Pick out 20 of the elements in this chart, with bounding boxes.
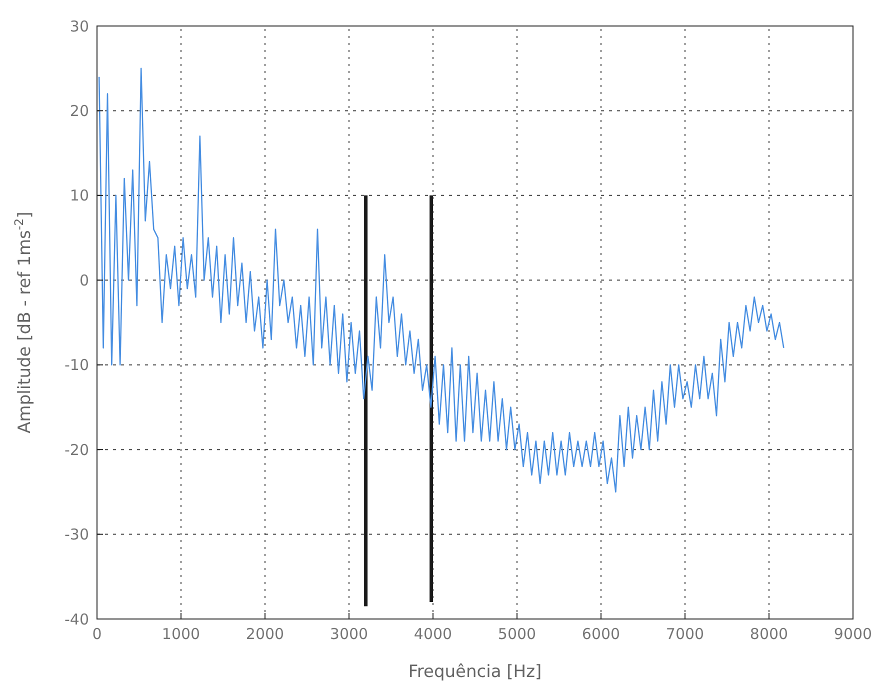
y-tick-label: -40: [64, 610, 89, 628]
y-tick-label: -30: [64, 526, 89, 544]
x-tick-label: 6000: [582, 625, 620, 643]
y-tick-label: 30: [70, 17, 89, 36]
y-tick-label: 0: [79, 271, 89, 290]
y-tick-label: 20: [70, 102, 89, 120]
y-tick-label: -20: [64, 440, 89, 459]
x-tick-label: 8000: [750, 625, 788, 643]
y-tick-label: -10: [64, 356, 89, 374]
x-tick-label: 1000: [162, 625, 200, 643]
x-tick-label: 0: [92, 625, 102, 643]
x-tick-label: 9000: [834, 625, 872, 643]
x-axis-title: Frequência [Hz]: [408, 662, 542, 682]
x-tick-label: 7000: [666, 625, 704, 643]
y-tick-label: 10: [70, 186, 89, 205]
x-tick-label: 3000: [330, 625, 368, 643]
line-series: [98, 68, 784, 493]
x-tick-label: 2000: [246, 625, 284, 643]
x-tick-label: 5000: [498, 625, 536, 643]
x-tick-label: 4000: [414, 625, 452, 643]
